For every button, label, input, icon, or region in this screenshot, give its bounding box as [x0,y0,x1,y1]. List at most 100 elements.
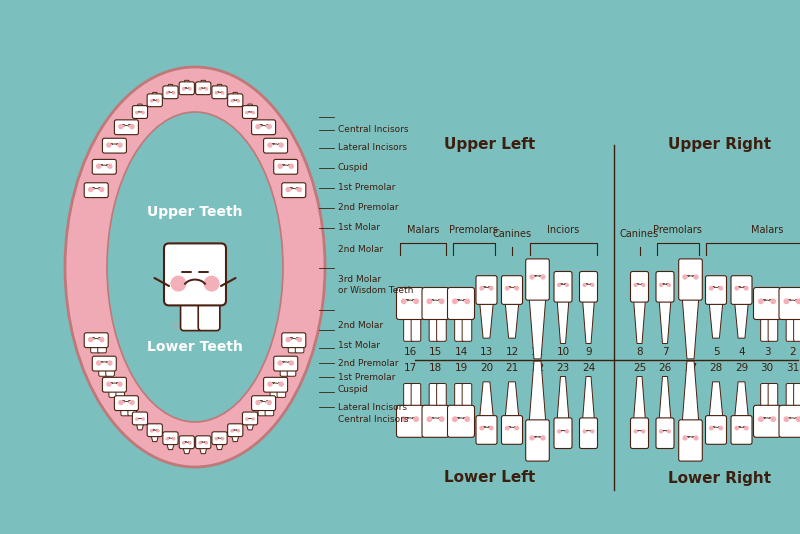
Circle shape [683,436,687,440]
Polygon shape [151,92,158,99]
Polygon shape [506,382,518,418]
Text: Upper Right: Upper Right [669,137,771,153]
Circle shape [107,143,111,147]
FancyBboxPatch shape [706,415,726,444]
Circle shape [206,442,207,444]
Circle shape [238,100,239,102]
Circle shape [634,430,637,433]
FancyBboxPatch shape [447,287,474,319]
Circle shape [204,276,219,291]
FancyBboxPatch shape [761,383,770,409]
Circle shape [222,92,224,94]
Text: 1st Premolar: 1st Premolar [338,373,395,381]
Polygon shape [231,435,239,442]
Circle shape [453,299,457,303]
Text: Lateral Incisors: Lateral Incisors [338,403,407,412]
FancyBboxPatch shape [198,296,220,331]
Text: 3: 3 [764,347,770,357]
FancyBboxPatch shape [164,244,226,305]
Circle shape [173,438,174,440]
FancyBboxPatch shape [212,86,227,99]
Circle shape [171,276,186,291]
Polygon shape [682,298,698,359]
FancyBboxPatch shape [502,276,522,304]
FancyBboxPatch shape [526,420,550,461]
FancyBboxPatch shape [270,143,278,151]
FancyBboxPatch shape [280,163,289,172]
Polygon shape [634,376,646,420]
Circle shape [100,187,104,192]
Text: 14: 14 [454,347,468,357]
FancyBboxPatch shape [163,432,178,445]
FancyBboxPatch shape [251,120,275,135]
Polygon shape [659,300,671,343]
Text: 10: 10 [557,347,570,357]
Text: Canines: Canines [493,229,531,239]
Text: 27: 27 [684,363,697,373]
Circle shape [166,92,169,94]
FancyBboxPatch shape [288,344,297,353]
FancyBboxPatch shape [454,383,464,409]
Circle shape [182,88,185,90]
Circle shape [667,430,670,433]
FancyBboxPatch shape [794,316,800,341]
Text: 26: 26 [658,363,672,373]
Polygon shape [199,80,207,88]
Polygon shape [557,300,569,343]
FancyBboxPatch shape [761,316,770,341]
Circle shape [97,164,101,168]
Circle shape [583,284,586,286]
FancyBboxPatch shape [447,405,474,437]
Polygon shape [710,382,723,418]
Circle shape [758,417,763,421]
Text: Cuspid: Cuspid [338,386,369,395]
Circle shape [107,382,111,386]
Ellipse shape [65,67,325,467]
FancyBboxPatch shape [768,383,778,409]
FancyBboxPatch shape [454,316,464,341]
Circle shape [591,430,594,433]
FancyBboxPatch shape [274,356,298,371]
Polygon shape [506,302,518,338]
Circle shape [231,100,234,102]
Text: Premolars: Premolars [654,225,702,235]
FancyBboxPatch shape [179,82,194,95]
Text: 2nd Molar: 2nd Molar [338,246,383,255]
FancyBboxPatch shape [242,412,258,425]
Text: 30: 30 [761,363,774,373]
Polygon shape [682,361,698,422]
Text: 25: 25 [633,363,646,373]
FancyBboxPatch shape [114,120,138,135]
Text: 3rd Molar
or Wisdom Teeth: 3rd Molar or Wisdom Teeth [338,276,414,295]
Text: 1st Premolar: 1st Premolar [338,184,395,192]
FancyBboxPatch shape [295,344,304,353]
Polygon shape [734,382,748,418]
Circle shape [199,442,202,444]
Circle shape [130,124,134,129]
FancyBboxPatch shape [265,407,274,416]
FancyBboxPatch shape [462,383,472,409]
FancyBboxPatch shape [754,287,781,319]
FancyBboxPatch shape [731,415,752,444]
Text: Malars: Malars [406,225,439,235]
FancyBboxPatch shape [437,316,446,341]
Circle shape [166,438,169,440]
Circle shape [119,400,123,405]
Text: 19: 19 [454,363,468,373]
Circle shape [591,284,594,286]
Circle shape [710,287,713,290]
Circle shape [660,430,662,433]
Circle shape [480,287,483,290]
Circle shape [634,284,637,286]
Polygon shape [166,443,174,450]
Circle shape [130,400,134,405]
Circle shape [278,164,282,168]
FancyBboxPatch shape [181,296,202,331]
Circle shape [558,430,561,433]
Circle shape [427,299,431,303]
FancyBboxPatch shape [579,271,598,302]
FancyBboxPatch shape [263,138,287,153]
Circle shape [206,88,207,90]
FancyBboxPatch shape [121,407,130,416]
Polygon shape [246,423,254,430]
